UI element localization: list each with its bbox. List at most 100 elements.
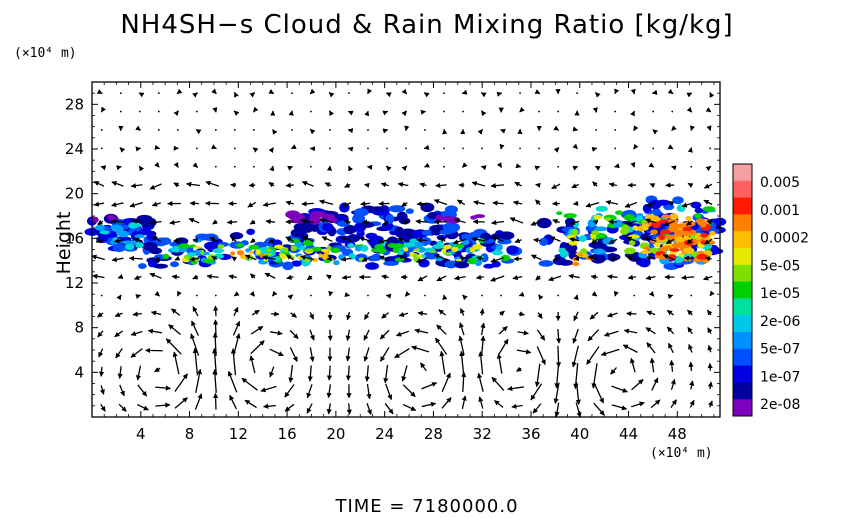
- cloud-cell: [539, 237, 549, 247]
- wind-vector: [348, 92, 350, 95]
- x-tick-label: 40: [570, 425, 589, 443]
- wind-vector: [379, 329, 390, 340]
- cloud-cell: [472, 243, 483, 250]
- wind-vector: [327, 312, 333, 321]
- colorbar-label: 0.001: [760, 203, 800, 219]
- colorbar-swatch: [733, 399, 752, 417]
- cloud-cell: [473, 214, 486, 219]
- wind-vector: [263, 403, 276, 409]
- cloud-cell: [591, 230, 600, 236]
- cloud-cell: [403, 242, 416, 248]
- colorbar-swatch: [733, 365, 752, 383]
- cloud-cell: [578, 235, 587, 242]
- cloud-cell: [661, 214, 671, 219]
- cloud-cell: [669, 248, 680, 252]
- wind-vector: [707, 344, 713, 353]
- cloud-cell: [694, 232, 703, 240]
- cloud-cell: [682, 226, 693, 232]
- wind-vector: [669, 359, 675, 372]
- wind-vector: [480, 335, 486, 356]
- wind-vector: [438, 309, 446, 316]
- x-tick-label: 36: [521, 425, 540, 443]
- wind-vector: [247, 201, 257, 208]
- cloud-cell: [359, 221, 375, 229]
- wind-vector: [363, 311, 370, 320]
- wind-vector: [436, 275, 447, 282]
- wind-vector: [149, 219, 162, 226]
- wind-vector: [652, 110, 655, 113]
- wind-vector: [416, 237, 428, 243]
- wind-vector: [251, 309, 260, 316]
- wind-vector: [212, 219, 218, 225]
- cloud-cell: [383, 261, 399, 266]
- cloud-cell: [571, 228, 579, 236]
- wind-vector: [212, 348, 218, 376]
- cloud-cell: [436, 240, 444, 245]
- wind-vector: [663, 220, 675, 227]
- wind-vector: [174, 373, 188, 392]
- cloud-cell: [640, 233, 650, 241]
- wind-vector: [398, 312, 409, 318]
- colorbar-swatch: [733, 248, 752, 266]
- wind-vector: [381, 274, 389, 280]
- wind-vector: [703, 183, 713, 189]
- wind-vector: [592, 219, 599, 225]
- wind-vector: [553, 147, 560, 153]
- cloud-cell: [673, 229, 684, 235]
- wind-vector: [462, 110, 464, 113]
- wind-vector: [573, 363, 579, 390]
- cloud-cell: [615, 210, 624, 215]
- wind-vector: [301, 201, 314, 207]
- wind-vector: [309, 347, 315, 363]
- wind-vector: [326, 274, 332, 280]
- wind-vector: [110, 218, 124, 224]
- wind-vector: [385, 165, 392, 172]
- wind-vector: [138, 110, 141, 113]
- cloud-cell: [386, 236, 399, 245]
- wind-vector: [611, 256, 618, 262]
- wind-vector: [611, 404, 628, 411]
- wind-vector: [214, 294, 217, 297]
- wind-vector: [310, 110, 312, 113]
- wind-vector: [95, 238, 104, 244]
- wind-vector: [648, 162, 655, 168]
- wind-vector: [532, 403, 542, 414]
- cloud-cell: [595, 205, 608, 212]
- wind-vector: [367, 129, 369, 131]
- wind-vector: [285, 200, 294, 206]
- wind-vector: [492, 200, 504, 206]
- cloud-cell: [469, 247, 476, 253]
- wind-vector: [346, 403, 352, 415]
- cloud-cell: [128, 222, 139, 229]
- wind-vector: [707, 381, 713, 390]
- wind-vector: [286, 274, 294, 280]
- wind-vector: [361, 256, 370, 262]
- wind-vector: [133, 275, 142, 280]
- wind-vector: [117, 274, 124, 279]
- wind-vector: [705, 165, 712, 172]
- colorbar-swatch: [733, 164, 752, 182]
- wind-vector: [514, 181, 522, 187]
- wind-vector: [645, 218, 656, 224]
- wind-vector: [572, 328, 579, 344]
- wind-vector: [195, 368, 202, 393]
- cloud-cell: [290, 245, 298, 252]
- cloud-cell: [374, 244, 384, 250]
- wind-vector: [289, 347, 298, 362]
- wind-vector: [211, 88, 217, 95]
- cloud-cell: [696, 253, 709, 260]
- cloud-cell: [354, 245, 362, 252]
- wind-vector: [310, 294, 312, 297]
- cloud-cell: [435, 214, 444, 222]
- wind-vector: [244, 399, 257, 409]
- wind-vector: [622, 344, 638, 353]
- wind-vector: [576, 92, 579, 95]
- wind-vector: [252, 147, 259, 153]
- wind-vector: [443, 92, 445, 95]
- wind-vector: [434, 337, 448, 355]
- cloud-cell: [290, 238, 300, 243]
- y-axis-unit: (×10⁴ m): [14, 46, 77, 61]
- wind-vector: [285, 236, 295, 242]
- cloud-cell: [203, 258, 214, 264]
